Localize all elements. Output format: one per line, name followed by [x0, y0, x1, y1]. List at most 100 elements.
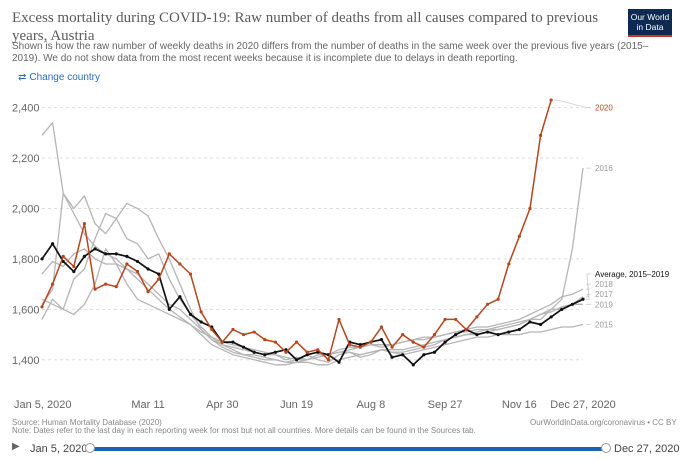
data-point[interactable]	[475, 332, 479, 337]
end-label[interactable]: 2017	[595, 290, 613, 299]
data-point[interactable]	[178, 295, 182, 299]
data-point[interactable]	[411, 340, 415, 344]
data-point[interactable]	[61, 259, 65, 264]
data-point[interactable]	[581, 297, 585, 301]
end-label[interactable]: 2016	[595, 164, 613, 173]
end-label[interactable]: 2019	[595, 300, 613, 309]
data-point[interactable]	[188, 312, 193, 316]
data-point[interactable]	[432, 332, 437, 337]
series-line-2017[interactable]	[41, 192, 584, 361]
data-point[interactable]	[443, 340, 447, 344]
timeline-start-handle[interactable]	[85, 443, 95, 453]
data-point[interactable]	[528, 320, 532, 324]
timeline-track[interactable]	[90, 447, 606, 451]
data-point[interactable]	[379, 338, 384, 342]
data-point[interactable]	[528, 206, 532, 211]
data-point[interactable]	[220, 340, 224, 344]
data-point[interactable]	[305, 353, 309, 357]
data-point[interactable]	[507, 330, 511, 334]
play-icon[interactable]: ▶	[12, 441, 20, 452]
data-point[interactable]	[82, 222, 87, 226]
data-point[interactable]	[390, 345, 394, 349]
data-point[interactable]	[538, 133, 543, 137]
data-point[interactable]	[210, 327, 214, 332]
data-point[interactable]	[273, 350, 277, 354]
data-point[interactable]	[125, 262, 129, 266]
data-point[interactable]	[72, 264, 76, 269]
data-point[interactable]	[104, 282, 108, 286]
data-point[interactable]	[485, 330, 490, 334]
data-point[interactable]	[475, 315, 479, 319]
data-point[interactable]	[167, 252, 171, 256]
data-point[interactable]	[560, 307, 564, 311]
data-point[interactable]	[284, 350, 288, 354]
data-point[interactable]	[496, 332, 500, 337]
data-point[interactable]	[199, 320, 203, 324]
data-point[interactable]	[146, 267, 150, 271]
data-point[interactable]	[549, 98, 553, 102]
data-point[interactable]	[114, 285, 118, 289]
data-point[interactable]	[146, 290, 150, 294]
data-point[interactable]	[517, 234, 521, 238]
data-point[interactable]	[549, 315, 553, 319]
series-line-2019[interactable]	[41, 248, 583, 363]
data-point[interactable]	[157, 272, 161, 276]
data-point[interactable]	[104, 252, 108, 256]
data-point[interactable]	[390, 355, 394, 359]
change-country-button[interactable]: ⇄ Change country	[18, 72, 100, 83]
data-point[interactable]	[252, 350, 256, 354]
data-point[interactable]	[294, 358, 299, 362]
end-label[interactable]: 2018	[595, 280, 613, 289]
series-line-2015[interactable]	[41, 248, 584, 366]
end-label[interactable]: Average, 2015–2019	[595, 270, 670, 279]
owid-logo[interactable]: Our World in Data	[628, 9, 672, 37]
data-point[interactable]	[252, 330, 256, 334]
data-point[interactable]	[51, 282, 55, 286]
data-point[interactable]	[454, 317, 458, 322]
data-point[interactable]	[443, 317, 447, 322]
data-point[interactable]	[40, 305, 44, 309]
data-point[interactable]	[358, 343, 362, 347]
data-point[interactable]	[464, 327, 468, 332]
data-point[interactable]	[422, 345, 426, 349]
data-point[interactable]	[379, 325, 384, 329]
data-point[interactable]	[538, 322, 543, 327]
license-link[interactable]: OurWorldInData.org/coronavirus • CC BY	[530, 418, 677, 427]
data-point[interactable]	[167, 307, 171, 311]
data-point[interactable]	[93, 287, 97, 291]
data-point[interactable]	[61, 254, 65, 258]
data-point[interactable]	[422, 353, 426, 357]
data-point[interactable]	[326, 358, 331, 362]
data-point[interactable]	[263, 353, 267, 357]
data-point[interactable]	[358, 345, 362, 349]
end-label[interactable]: 2015	[595, 320, 613, 329]
data-point[interactable]	[178, 262, 182, 266]
data-point[interactable]	[411, 363, 415, 367]
data-point[interactable]	[401, 332, 405, 337]
data-point[interactable]	[188, 272, 193, 276]
data-point[interactable]	[125, 254, 129, 258]
series-line-average-2015-2019[interactable]	[41, 242, 584, 366]
data-point[interactable]	[369, 340, 373, 344]
data-point[interactable]	[432, 350, 437, 354]
data-point[interactable]	[199, 310, 203, 314]
data-point[interactable]	[93, 247, 97, 251]
data-point[interactable]	[337, 360, 341, 364]
series-line-2020[interactable]	[41, 99, 552, 361]
data-point[interactable]	[316, 348, 320, 352]
data-point[interactable]	[135, 269, 140, 274]
series-line-2018[interactable]	[41, 202, 584, 363]
data-point[interactable]	[114, 252, 118, 256]
data-point[interactable]	[72, 269, 76, 274]
data-point[interactable]	[231, 327, 235, 332]
data-point[interactable]	[51, 242, 55, 246]
data-point[interactable]	[348, 343, 352, 347]
end-label[interactable]: 2020	[595, 104, 613, 113]
data-point[interactable]	[496, 297, 500, 301]
data-point[interactable]	[241, 345, 246, 349]
data-point[interactable]	[454, 332, 458, 337]
data-point[interactable]	[135, 259, 140, 264]
data-point[interactable]	[401, 353, 405, 357]
data-point[interactable]	[570, 302, 574, 306]
data-point[interactable]	[82, 254, 87, 258]
